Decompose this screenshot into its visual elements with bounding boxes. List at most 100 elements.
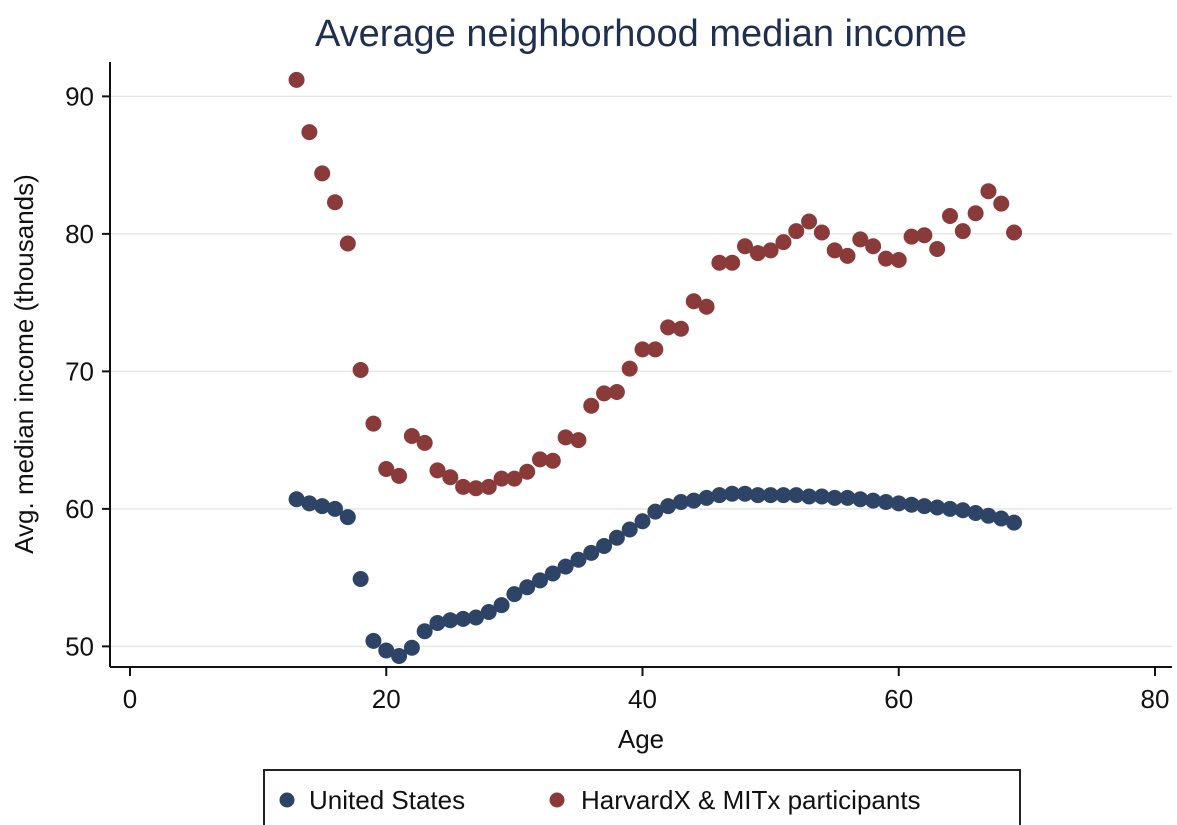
data-point [685,293,702,310]
data-point [865,492,882,509]
data-point [826,489,843,506]
data-point [942,208,958,224]
data-point [788,223,805,240]
data-point [352,362,369,378]
data-point [839,489,856,506]
data-point [647,341,664,358]
legend-marker-harvardx-mitx [549,792,565,808]
y-tick-label: 60 [65,494,94,524]
data-point [813,224,830,241]
data-point [467,609,484,626]
y-axis-title: Avg. median income (thousands) [9,174,39,554]
legend-label-united-states: United States [309,785,465,815]
plot-area: 50 60 70 80 90 0 20 40 60 80 [65,62,1172,714]
data-point [288,491,305,508]
data-point [929,499,946,516]
data-point [737,485,753,502]
data-point [493,470,510,487]
data-point [403,639,420,656]
data-point [903,228,920,245]
data-point [403,428,420,444]
y-axis-ticks: 50 60 70 80 90 [65,81,110,661]
data-point [301,124,318,141]
data-point [570,432,587,449]
data-point [532,572,548,589]
x-tick-label: 0 [123,684,137,714]
data-point [596,385,613,402]
data-point [660,498,677,515]
data-point [365,415,382,432]
data-point [442,612,459,629]
data-point [365,632,382,649]
data-point [493,597,510,614]
data-point [647,503,664,520]
data-point [378,461,395,477]
data-point [967,205,984,222]
data-point [532,451,548,468]
data-point [608,529,625,546]
data-point [544,452,561,469]
data-point [801,488,818,505]
data-point [455,478,472,495]
data-point [608,384,625,400]
data-point [954,502,971,519]
data-point [314,498,331,515]
data-point [749,245,766,262]
data-point [813,488,830,505]
data-point [314,165,331,182]
data-point [980,507,997,524]
data-point [621,521,638,538]
data-point [916,227,933,244]
legend: United States HarvardX & MITx participan… [263,769,1021,825]
data-point [1006,514,1023,531]
data-point [877,494,894,510]
data-point [570,551,587,568]
data-point [1006,224,1023,241]
data-point [519,579,536,596]
x-tick-label: 40 [628,684,657,714]
data-point [852,491,869,508]
data-point [442,469,459,486]
data-point [954,223,971,240]
series-layer [288,71,1023,664]
data-point [711,487,728,504]
x-tick-label: 80 [1141,684,1170,714]
y-tick-label: 90 [65,81,94,111]
x-tick-label: 20 [372,684,401,714]
data-point [698,489,715,506]
data-point [327,500,343,517]
grid-lines [111,95,1172,648]
data-point [672,320,689,337]
data-point [391,648,408,664]
data-point [672,494,689,510]
data-point [327,194,343,211]
data-point [942,500,958,517]
data-point [839,247,856,264]
data-point [288,71,305,88]
data-point [865,238,882,255]
data-point [429,462,446,479]
data-point [391,467,408,484]
data-point [519,463,536,480]
series-1 [288,71,1023,497]
chart-title: Average neighborhood median income [315,13,967,55]
data-point [660,319,677,336]
data-point [506,586,523,603]
data-point [775,234,792,251]
data-point [890,252,907,268]
series-0 [288,485,1023,664]
data-point [967,505,984,521]
data-point [903,496,920,513]
data-point [762,242,779,259]
data-point [877,250,894,267]
data-point [711,254,728,271]
data-point [724,485,741,502]
data-point [749,487,766,504]
data-point [801,213,818,230]
data-point [890,495,907,512]
data-point [583,397,600,414]
data-point [993,195,1010,212]
data-point [762,487,779,504]
data-point [775,487,792,504]
